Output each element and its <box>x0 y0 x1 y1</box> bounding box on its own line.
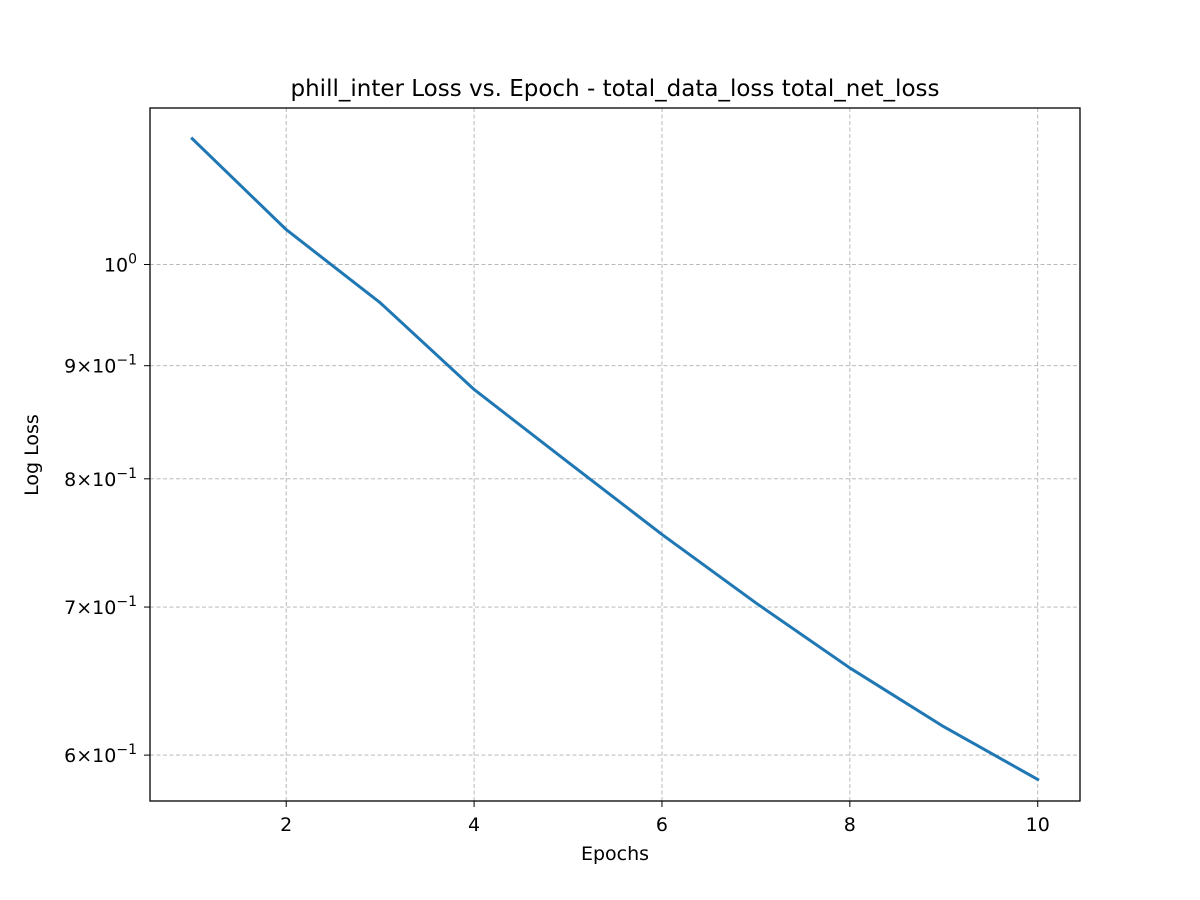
x-tick-label: 6 <box>656 814 668 836</box>
x-axis-ticks: 2 4 6 8 10 <box>280 801 1050 836</box>
plot-frame <box>149 107 1081 802</box>
series-line <box>190 136 1040 782</box>
grid <box>150 108 1080 801</box>
plot-area <box>150 108 1080 801</box>
x-tick-label: 4 <box>468 814 480 836</box>
x-tick-label: 10 <box>1026 814 1050 836</box>
series-layer <box>190 136 1040 782</box>
x-tick-label: 8 <box>844 814 856 836</box>
x-tick-label: 2 <box>280 814 292 836</box>
chart-title: phill_inter Loss vs. Epoch - total_data_… <box>291 76 940 102</box>
y-tick-label: 8×10−1 <box>64 466 137 491</box>
y-tick-label: 7×10−1 <box>64 594 137 619</box>
x-axis-label: Epochs <box>581 843 649 865</box>
y-axis-label: Log Loss <box>21 414 43 496</box>
y-axis-ticks: 100 9×10−1 8×10−1 7×10−1 6×10−1 <box>64 252 150 767</box>
y-tick-label: 100 <box>104 252 137 277</box>
y-tick-label: 6×10−1 <box>64 742 137 767</box>
y-tick-label: 9×10−1 <box>64 353 137 378</box>
